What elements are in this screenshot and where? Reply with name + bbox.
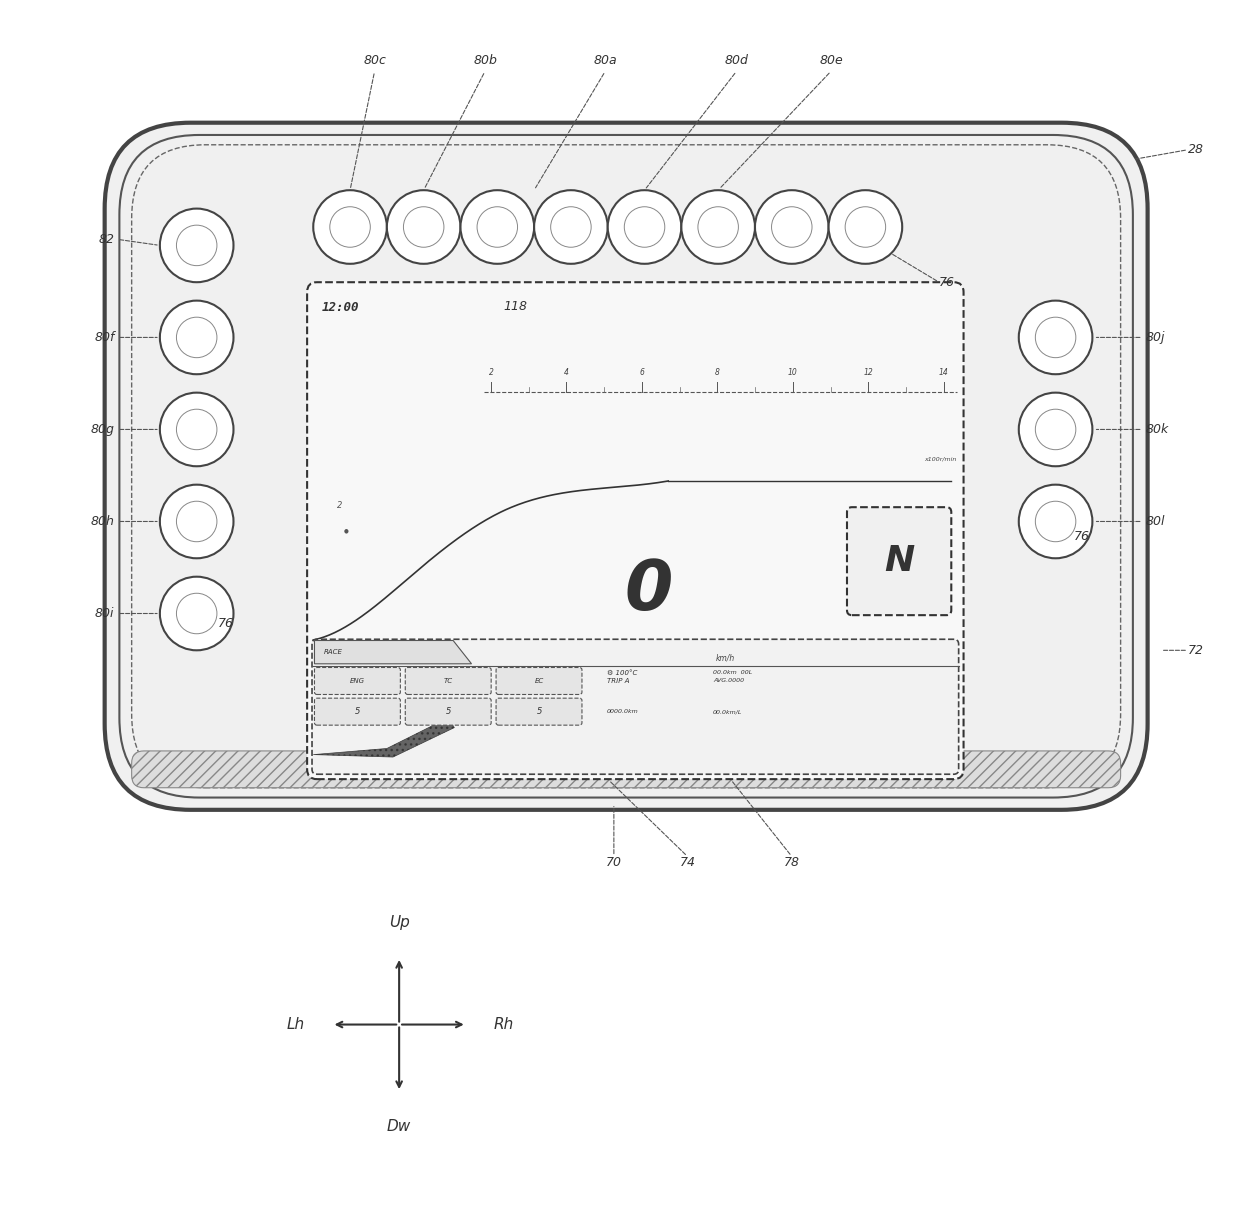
- Text: 4: 4: [564, 368, 569, 377]
- Text: 76: 76: [939, 276, 955, 288]
- Text: Rh: Rh: [494, 1017, 513, 1032]
- Text: ●: ●: [345, 528, 348, 534]
- Text: 78: 78: [784, 856, 800, 870]
- Text: 28: 28: [1188, 144, 1204, 156]
- Circle shape: [160, 209, 233, 282]
- Text: 80l: 80l: [1146, 515, 1164, 528]
- Text: 74: 74: [680, 856, 696, 870]
- Text: 10: 10: [787, 368, 797, 377]
- FancyBboxPatch shape: [315, 667, 401, 694]
- Text: 80j: 80j: [1146, 331, 1164, 344]
- Text: x100r/min: x100r/min: [924, 456, 956, 461]
- Circle shape: [681, 190, 755, 264]
- Circle shape: [460, 190, 534, 264]
- Text: 80d: 80d: [724, 54, 749, 67]
- Circle shape: [1019, 485, 1092, 558]
- Text: Up: Up: [389, 915, 409, 930]
- Text: TC: TC: [444, 679, 453, 683]
- Text: 0000.0km: 0000.0km: [606, 709, 639, 714]
- Text: AVG.0000: AVG.0000: [713, 679, 744, 683]
- FancyBboxPatch shape: [405, 698, 491, 725]
- Text: 118: 118: [503, 299, 528, 313]
- Polygon shape: [314, 718, 454, 757]
- Circle shape: [160, 485, 233, 558]
- FancyBboxPatch shape: [104, 123, 1147, 810]
- Text: 80k: 80k: [1146, 423, 1168, 436]
- Circle shape: [608, 190, 681, 264]
- Text: 5: 5: [355, 707, 360, 717]
- Text: 80b: 80b: [474, 54, 497, 67]
- Polygon shape: [315, 640, 471, 664]
- Text: km/h: km/h: [715, 653, 735, 663]
- Text: 14: 14: [939, 368, 949, 377]
- Text: 80c: 80c: [363, 54, 386, 67]
- Circle shape: [1019, 393, 1092, 466]
- Text: 2: 2: [337, 502, 342, 510]
- FancyBboxPatch shape: [119, 135, 1133, 798]
- Text: 80i: 80i: [95, 607, 114, 620]
- Text: N: N: [884, 544, 914, 578]
- Text: 80e: 80e: [820, 54, 843, 67]
- Text: 2: 2: [489, 368, 494, 377]
- Text: ⚙ 100°C: ⚙ 100°C: [606, 670, 637, 676]
- Text: 12:00: 12:00: [322, 301, 360, 314]
- FancyBboxPatch shape: [847, 507, 951, 615]
- Text: 5: 5: [445, 707, 451, 717]
- Text: 72: 72: [1188, 644, 1204, 656]
- Text: 8: 8: [715, 368, 720, 377]
- Text: 80g: 80g: [91, 423, 114, 436]
- Text: 76: 76: [1074, 530, 1090, 542]
- Text: RACE: RACE: [325, 649, 343, 654]
- FancyBboxPatch shape: [315, 698, 401, 725]
- Circle shape: [160, 301, 233, 374]
- FancyBboxPatch shape: [496, 698, 582, 725]
- Text: 12: 12: [863, 368, 873, 377]
- Circle shape: [755, 190, 828, 264]
- FancyBboxPatch shape: [131, 751, 1121, 788]
- Circle shape: [314, 190, 387, 264]
- FancyBboxPatch shape: [405, 667, 491, 694]
- Text: Lh: Lh: [286, 1017, 305, 1032]
- Circle shape: [160, 577, 233, 650]
- Circle shape: [387, 190, 460, 264]
- Circle shape: [1019, 301, 1092, 374]
- Text: Dw: Dw: [387, 1119, 412, 1134]
- Text: ENG: ENG: [350, 679, 365, 683]
- Text: 80h: 80h: [91, 515, 114, 528]
- Circle shape: [160, 393, 233, 466]
- Text: TRIP A: TRIP A: [606, 679, 629, 683]
- FancyBboxPatch shape: [496, 667, 582, 694]
- FancyBboxPatch shape: [131, 145, 1121, 788]
- Text: 76: 76: [217, 617, 233, 629]
- Text: 6: 6: [640, 368, 645, 377]
- FancyBboxPatch shape: [308, 282, 963, 779]
- Text: 80a: 80a: [594, 54, 618, 67]
- Text: 5: 5: [537, 707, 542, 717]
- Text: 80f: 80f: [94, 331, 114, 344]
- Text: 82: 82: [98, 233, 114, 245]
- Text: 0: 0: [624, 557, 672, 623]
- Text: 00.0km/L: 00.0km/L: [713, 709, 743, 714]
- Circle shape: [534, 190, 608, 264]
- Text: 70: 70: [606, 856, 622, 870]
- Text: EC: EC: [534, 679, 543, 683]
- FancyBboxPatch shape: [312, 639, 959, 774]
- Text: 00.0km  00L: 00.0km 00L: [713, 670, 753, 675]
- Circle shape: [828, 190, 903, 264]
